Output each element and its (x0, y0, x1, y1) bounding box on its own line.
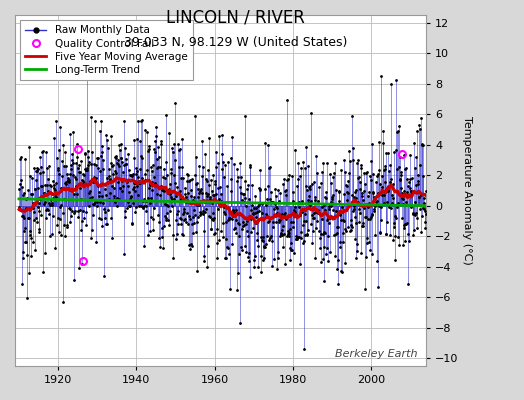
Text: 39.033 N, 98.129 W (United States): 39.033 N, 98.129 W (United States) (124, 36, 347, 49)
Legend: Raw Monthly Data, Quality Control Fail, Five Year Moving Average, Long-Term Tren: Raw Monthly Data, Quality Control Fail, … (20, 20, 192, 80)
Text: LINCOLN / RIVER: LINCOLN / RIVER (166, 8, 305, 26)
Y-axis label: Temperature Anomaly (°C): Temperature Anomaly (°C) (462, 116, 472, 265)
Text: Berkeley Earth: Berkeley Earth (335, 349, 418, 359)
